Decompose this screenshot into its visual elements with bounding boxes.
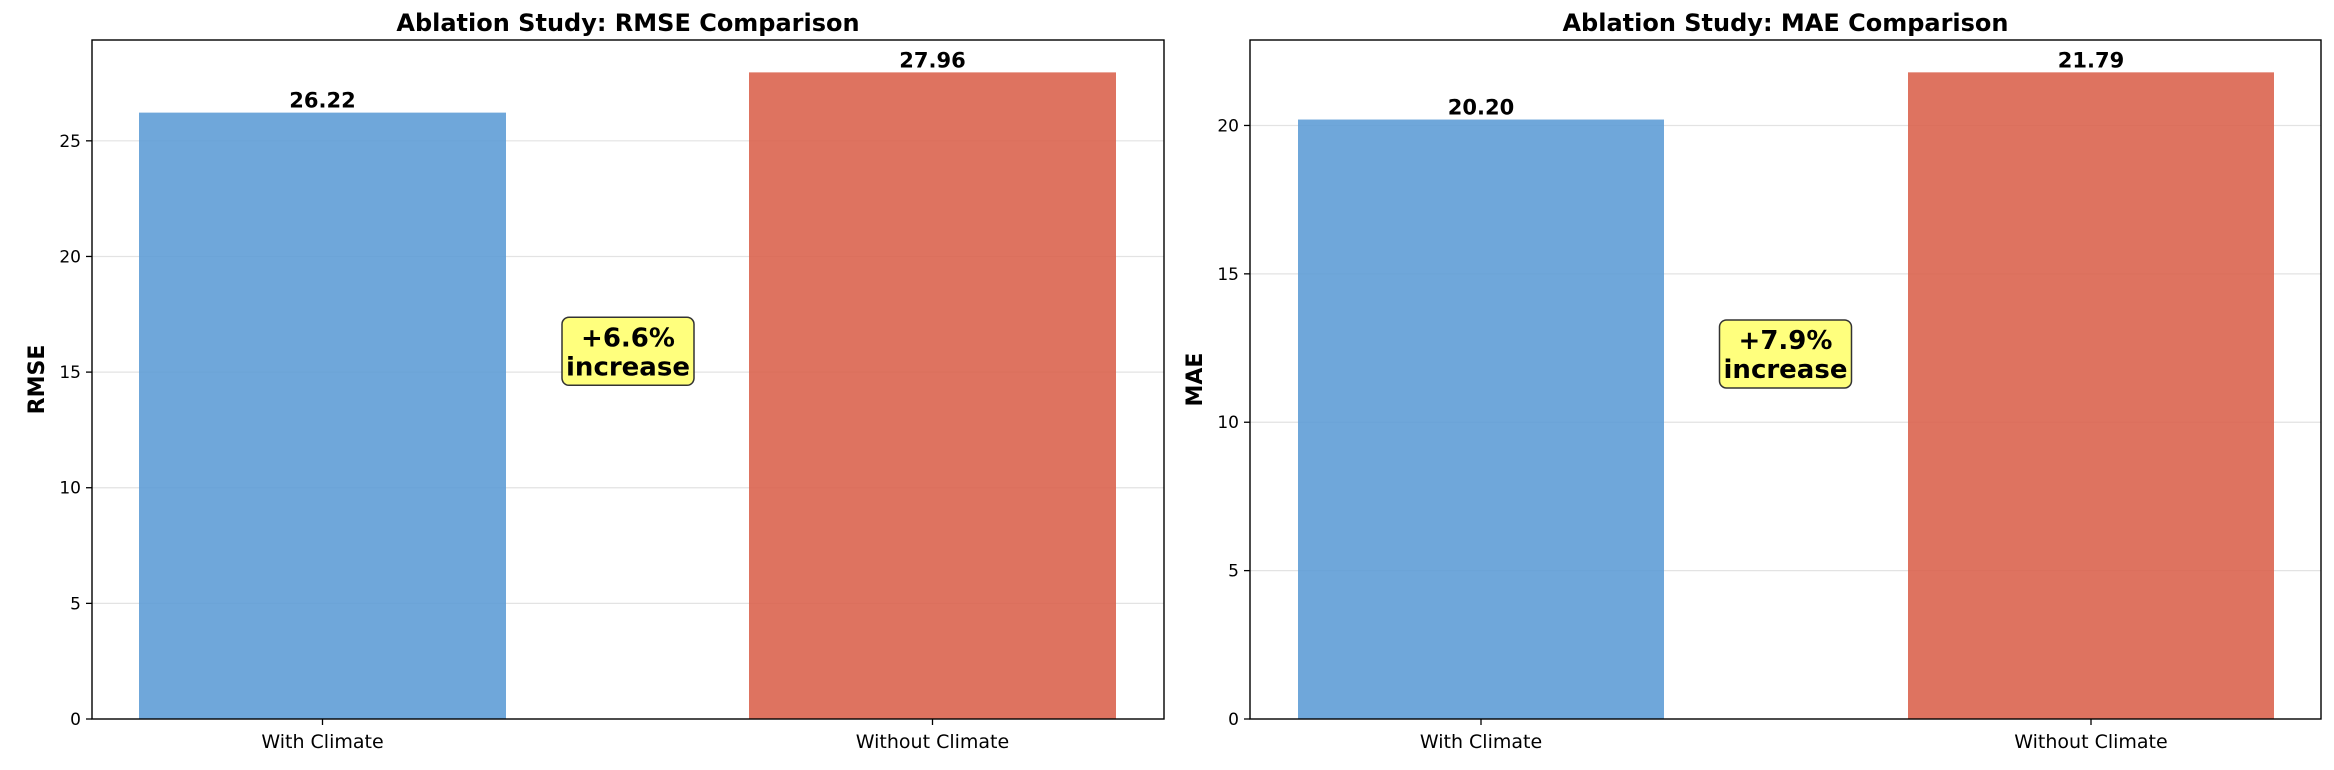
rmse-bar-without-climate [749, 72, 1116, 719]
mae-chart-panel: 20.20 With Climate 21.79 Without Climate 0 5 1… [1183, 9, 2322, 753]
rmse-y-axis-label: RMSE [25, 345, 50, 415]
mae-annotation-percent: +7.9% [1739, 326, 1833, 356]
rmse-y-tick-label: 25 [59, 132, 81, 152]
rmse-annotation-word: increase [566, 352, 690, 382]
rmse-chart-title: Ablation Study: RMSE Comparison [396, 9, 859, 37]
rmse-y-tick-label: 20 [59, 247, 81, 267]
mae-y-tick-label: 5 [1228, 562, 1239, 582]
rmse-data-label: 26.22 [289, 89, 355, 113]
rmse-chart-panel: 26.22 With Climate 27.96 Without Climate 0 5 1… [25, 9, 1165, 753]
rmse-x-tick-label: Without Climate [856, 731, 1009, 753]
mae-axes-frame [1249, 39, 2322, 720]
mae-y-tick-label: 0 [1228, 710, 1239, 730]
rmse-axes-frame [91, 39, 1165, 720]
mae-y-axis-label: MAE [1183, 353, 1208, 407]
mae-x-tick-label: With Climate [1420, 731, 1542, 753]
rmse-data-label: 27.96 [899, 48, 965, 72]
mae-y-tick-label: 10 [1217, 413, 1239, 433]
mae-y-tick-label: 20 [1217, 116, 1239, 136]
mae-data-label: 21.79 [2058, 48, 2124, 72]
rmse-annotation-box [561, 316, 695, 387]
rmse-x-tick-label: With Climate [261, 731, 383, 753]
mae-chart-title: Ablation Study: MAE Comparison [1562, 9, 2008, 37]
rmse-bar-with-climate [139, 112, 506, 719]
mae-annotation-word: increase [1724, 355, 1848, 385]
mae-y-tick-label: 15 [1217, 265, 1239, 285]
mae-x-tick-label: Without Climate [2014, 731, 2167, 753]
rmse-y-tick-label: 15 [59, 363, 81, 383]
mae-data-label: 20.20 [1448, 96, 1514, 120]
rmse-annotation-percent: +6.6% [581, 323, 675, 353]
rmse-y-tick-label: 0 [70, 710, 81, 730]
mae-bar-without-climate [1908, 72, 2274, 719]
rmse-y-tick-label: 5 [70, 594, 81, 614]
mae-annotation-box [1718, 319, 1853, 389]
mae-bar-with-climate [1298, 119, 1664, 720]
rmse-y-tick-label: 10 [59, 479, 81, 499]
